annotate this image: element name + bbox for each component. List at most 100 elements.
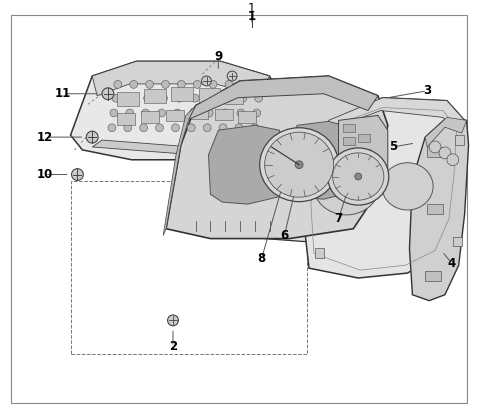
Bar — [358, 134, 370, 142]
Polygon shape — [425, 118, 467, 147]
Text: 2: 2 — [169, 340, 177, 353]
Ellipse shape — [260, 128, 338, 202]
Text: 8: 8 — [258, 252, 266, 265]
Circle shape — [429, 141, 441, 153]
Text: 12: 12 — [37, 131, 53, 143]
Circle shape — [202, 76, 211, 86]
Bar — [117, 92, 139, 106]
Circle shape — [124, 124, 132, 132]
Ellipse shape — [313, 154, 380, 215]
Circle shape — [168, 315, 179, 326]
Circle shape — [187, 124, 195, 132]
Ellipse shape — [264, 132, 334, 197]
Text: 1: 1 — [248, 10, 256, 23]
Bar — [425, 271, 441, 281]
Circle shape — [144, 94, 152, 102]
Circle shape — [128, 94, 136, 102]
Circle shape — [171, 124, 180, 132]
Bar — [166, 109, 184, 121]
Circle shape — [257, 81, 264, 88]
Circle shape — [193, 81, 201, 88]
Circle shape — [161, 81, 169, 88]
Bar — [171, 87, 192, 101]
Polygon shape — [189, 76, 378, 119]
Circle shape — [253, 109, 261, 117]
Bar — [225, 92, 243, 104]
Text: 4: 4 — [448, 257, 456, 270]
Circle shape — [175, 94, 183, 102]
Polygon shape — [92, 61, 270, 96]
Circle shape — [255, 94, 263, 102]
Text: 11: 11 — [55, 87, 71, 100]
Circle shape — [203, 124, 211, 132]
Polygon shape — [288, 121, 356, 199]
Text: 5: 5 — [389, 141, 397, 153]
Bar — [427, 147, 443, 157]
Circle shape — [86, 131, 98, 143]
Ellipse shape — [382, 163, 433, 210]
Polygon shape — [409, 118, 468, 301]
Circle shape — [189, 109, 197, 117]
Circle shape — [173, 109, 181, 117]
Bar — [238, 111, 256, 123]
Circle shape — [205, 109, 213, 117]
Text: 9: 9 — [214, 50, 222, 63]
Circle shape — [102, 88, 114, 99]
Circle shape — [157, 109, 166, 117]
Polygon shape — [71, 61, 284, 160]
Bar — [216, 109, 233, 120]
Bar — [191, 108, 208, 119]
Bar — [144, 89, 166, 103]
Circle shape — [447, 154, 459, 166]
Circle shape — [355, 173, 361, 180]
Circle shape — [178, 81, 185, 88]
Bar — [199, 88, 220, 102]
Bar — [344, 137, 355, 145]
Circle shape — [156, 124, 164, 132]
Bar — [142, 111, 159, 123]
Circle shape — [221, 109, 229, 117]
Bar — [315, 248, 324, 258]
Polygon shape — [208, 125, 284, 204]
Circle shape — [295, 161, 303, 169]
Circle shape — [140, 124, 148, 132]
Text: 3: 3 — [423, 84, 431, 97]
Circle shape — [159, 94, 168, 102]
Polygon shape — [92, 140, 230, 157]
Polygon shape — [260, 108, 400, 242]
Circle shape — [145, 81, 154, 88]
Circle shape — [207, 94, 215, 102]
Circle shape — [126, 109, 134, 117]
Circle shape — [209, 81, 217, 88]
Text: 1: 1 — [248, 2, 255, 15]
Bar — [358, 149, 370, 157]
Circle shape — [237, 109, 245, 117]
Polygon shape — [163, 106, 196, 236]
Text: 7: 7 — [335, 212, 343, 225]
Bar — [427, 204, 443, 214]
Circle shape — [108, 124, 116, 132]
Text: 10: 10 — [37, 168, 53, 181]
Bar — [315, 130, 324, 140]
Circle shape — [72, 169, 84, 180]
Circle shape — [219, 124, 227, 132]
Polygon shape — [322, 98, 465, 132]
Bar — [71, 181, 307, 354]
Circle shape — [130, 81, 138, 88]
Circle shape — [227, 71, 237, 81]
Ellipse shape — [328, 148, 389, 205]
Polygon shape — [304, 98, 465, 278]
Circle shape — [239, 94, 247, 102]
Circle shape — [439, 147, 451, 159]
Bar — [344, 152, 355, 160]
Bar — [455, 135, 464, 145]
Circle shape — [225, 81, 233, 88]
Ellipse shape — [333, 153, 384, 200]
Circle shape — [223, 94, 231, 102]
Circle shape — [251, 124, 259, 132]
Circle shape — [192, 94, 199, 102]
Text: 6: 6 — [280, 229, 288, 242]
Circle shape — [112, 94, 120, 102]
Circle shape — [241, 81, 249, 88]
Bar — [344, 124, 355, 132]
